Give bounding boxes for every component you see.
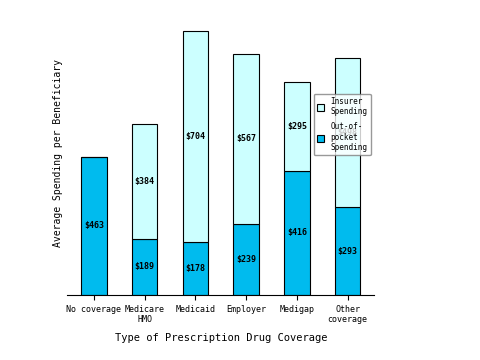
Bar xyxy=(183,31,208,242)
Text: $178: $178 xyxy=(185,264,205,273)
Text: $295: $295 xyxy=(287,122,307,131)
Text: $567: $567 xyxy=(236,134,256,143)
Text: $463: $463 xyxy=(84,221,104,230)
X-axis label: Type of Prescription Drug Coverage: Type of Prescription Drug Coverage xyxy=(115,333,327,343)
Bar xyxy=(233,54,259,224)
Bar xyxy=(284,82,310,171)
Bar xyxy=(233,224,259,295)
Text: $416: $416 xyxy=(287,229,307,238)
Bar xyxy=(335,207,360,295)
Y-axis label: Average Spending per Beneficiary: Average Spending per Beneficiary xyxy=(53,59,63,247)
Bar xyxy=(335,58,360,207)
Text: $704: $704 xyxy=(185,132,205,141)
Text: $239: $239 xyxy=(236,255,256,264)
Text: $293: $293 xyxy=(338,247,358,256)
Text: $189: $189 xyxy=(134,262,155,271)
Bar xyxy=(284,171,310,295)
Bar xyxy=(183,242,208,295)
Text: $498: $498 xyxy=(338,129,358,138)
Bar xyxy=(132,239,157,295)
Legend: Insurer
Spending, Out-of-
pocket
Spending: Insurer Spending, Out-of- pocket Spendin… xyxy=(314,94,371,155)
Bar xyxy=(81,157,107,295)
Text: $384: $384 xyxy=(134,177,155,186)
Bar xyxy=(132,124,157,239)
